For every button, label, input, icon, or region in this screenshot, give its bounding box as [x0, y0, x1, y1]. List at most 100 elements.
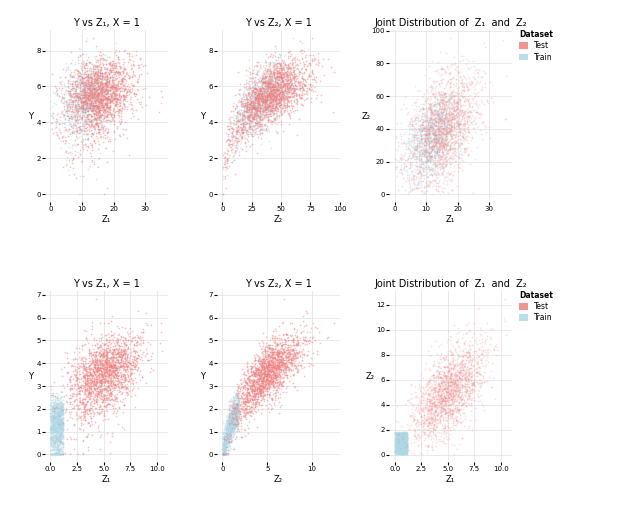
Point	[280, 360, 291, 368]
Point	[264, 351, 274, 359]
Point	[303, 347, 314, 355]
Point	[438, 122, 449, 130]
Point	[394, 436, 404, 444]
Point	[237, 129, 247, 137]
Point	[302, 328, 312, 336]
Point	[438, 374, 448, 382]
Point	[423, 119, 433, 127]
Point	[412, 94, 422, 103]
Point	[79, 97, 89, 105]
Point	[260, 124, 271, 133]
Point	[310, 87, 320, 96]
Point	[458, 351, 468, 359]
Point	[67, 149, 77, 157]
Point	[82, 384, 92, 392]
Point	[256, 85, 266, 93]
Point	[399, 434, 410, 442]
Point	[426, 83, 436, 91]
Point	[256, 94, 266, 102]
Point	[454, 373, 465, 382]
Point	[90, 109, 100, 117]
Point	[436, 115, 446, 123]
Point	[50, 395, 60, 403]
Point	[430, 111, 440, 119]
Point	[473, 88, 483, 96]
Point	[83, 389, 93, 397]
Point	[227, 421, 237, 429]
Point	[432, 136, 442, 144]
Point	[220, 449, 230, 457]
Point	[228, 414, 238, 422]
Point	[228, 416, 239, 424]
Point	[223, 449, 234, 457]
Point	[234, 407, 244, 415]
Point	[89, 399, 99, 407]
Point	[456, 401, 467, 409]
Point	[399, 434, 409, 442]
Point	[287, 102, 298, 110]
Point	[90, 359, 100, 367]
Point	[423, 136, 433, 144]
Point	[452, 413, 462, 421]
Point	[421, 147, 431, 155]
Point	[400, 440, 410, 448]
Point	[220, 439, 230, 447]
Point	[472, 123, 483, 131]
Point	[102, 336, 112, 344]
Point	[53, 411, 63, 419]
Point	[221, 424, 232, 432]
Point	[396, 450, 406, 458]
Point	[118, 60, 128, 69]
Point	[79, 71, 89, 79]
Point	[420, 136, 430, 144]
Point	[104, 378, 115, 387]
Point	[76, 97, 86, 105]
Point	[105, 65, 115, 73]
Point	[81, 90, 91, 99]
Point	[399, 436, 410, 444]
Point	[433, 363, 443, 371]
Point	[288, 345, 298, 353]
Point	[275, 93, 285, 101]
Point	[268, 88, 278, 97]
Point	[464, 84, 474, 92]
Point	[432, 125, 442, 133]
Point	[266, 120, 276, 128]
Point	[72, 94, 83, 103]
Point	[71, 101, 81, 109]
Point	[397, 443, 408, 451]
Point	[395, 438, 405, 446]
Point	[53, 434, 63, 442]
Point	[127, 369, 138, 377]
Point	[230, 391, 241, 399]
Point	[254, 91, 264, 99]
Point	[268, 84, 278, 92]
Point	[394, 434, 404, 442]
Point	[467, 387, 477, 395]
Point	[224, 422, 234, 430]
Point	[438, 382, 449, 390]
Point	[450, 347, 460, 355]
Point	[298, 345, 308, 353]
Point	[429, 110, 440, 118]
Point	[51, 84, 61, 92]
Point	[444, 377, 454, 386]
Point	[99, 370, 109, 378]
Point	[141, 322, 152, 330]
Point	[255, 78, 266, 86]
Point	[453, 109, 463, 117]
Point	[267, 395, 277, 403]
Point	[47, 416, 58, 424]
Point	[95, 65, 105, 73]
Point	[282, 94, 292, 102]
Point	[70, 88, 80, 97]
Point	[104, 396, 115, 404]
Point	[440, 92, 451, 100]
Point	[241, 129, 252, 137]
Point	[101, 95, 111, 103]
Point	[281, 330, 291, 338]
Point	[399, 448, 410, 456]
Point	[131, 361, 141, 369]
Point	[226, 420, 236, 428]
Point	[426, 156, 436, 165]
